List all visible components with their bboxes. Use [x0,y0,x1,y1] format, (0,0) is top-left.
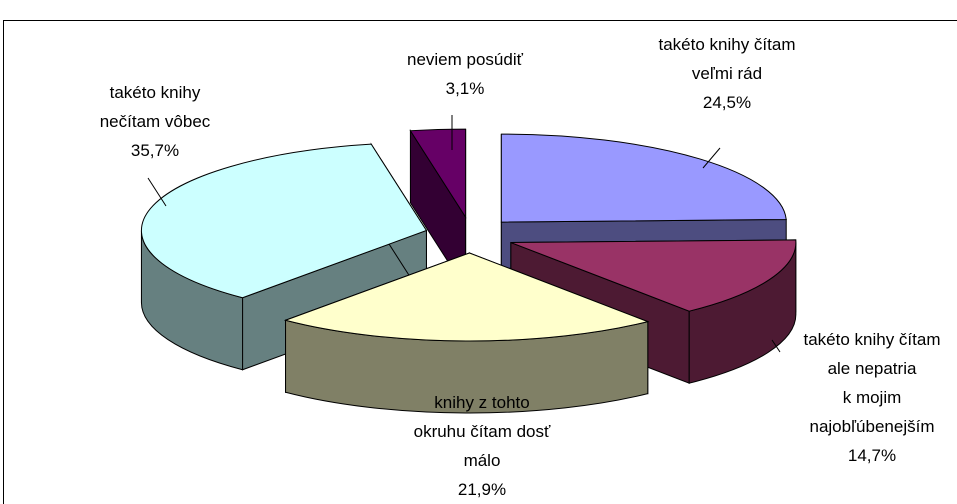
label-line: knihy z tohto [434,393,529,412]
label-line: takéto knihy čítam [803,330,940,349]
label-line: nečítam vôbec [100,112,211,131]
data-label-name: knihy z tohto okruhu čítam dosť málo [414,393,551,470]
data-label-value: 24,5% [703,93,751,112]
leader-line [147,177,167,207]
slice [409,128,467,219]
data-label-name: neviem posúdiť [407,50,524,69]
label-line: najobľúbenejším [810,417,935,436]
leader-line [702,147,721,169]
slice [500,133,787,223]
data-label-value: 3,1% [446,79,485,98]
label-line: ale nepatria [828,359,917,378]
label-line: takéto knihy [110,83,201,102]
pie [140,128,797,414]
data-label-name: takéto knihy čítam veľmi rád [658,35,795,83]
label-line: k mojim [843,388,902,407]
slice [283,252,650,342]
slice-group [283,252,650,414]
label-line: veľmi rád [692,64,762,83]
labels: takéto knihy čítam veľmi rád 24,5% takéto k… [100,35,941,499]
label-line: málo [464,451,501,470]
data-label-name: takéto knihy nečítam vôbec [100,83,211,131]
slice [140,143,428,299]
data-label-value: 14,7% [848,446,896,465]
leader-line [771,339,781,353]
label-line: neviem posúdiť [407,50,524,69]
data-label-value: 35,7% [131,141,179,160]
label-line: takéto knihy čítam [658,35,795,54]
label-line: okruhu čítam dosť [414,422,551,441]
data-label-name: takéto knihy čítam ale nepatria k mojim naj… [803,330,940,436]
slice [510,239,797,312]
data-label-value: 21,9% [458,480,506,499]
